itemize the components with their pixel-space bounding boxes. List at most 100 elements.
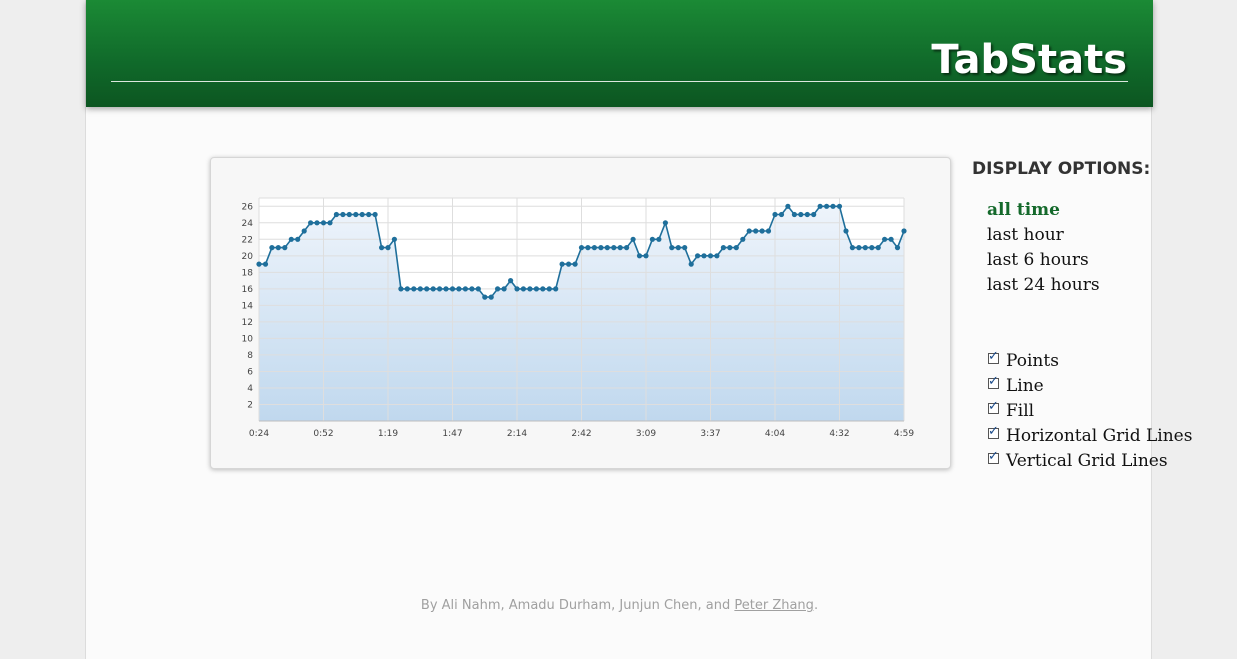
footer-credits: By Ali Nahm, Amadu Durham, Junjun Chen, …: [86, 598, 1153, 613]
data-point: [688, 261, 694, 267]
y-tick-label: 10: [242, 334, 254, 344]
data-point: [598, 245, 604, 251]
data-point: [559, 261, 565, 267]
horizontal-grid-checkbox[interactable]: ✓: [988, 425, 999, 439]
data-point: [346, 211, 352, 218]
data-point: [585, 245, 591, 251]
data-point: [856, 245, 862, 251]
data-point: [849, 245, 856, 251]
data-point: [288, 236, 294, 242]
option-points[interactable]: ✓ Points: [988, 348, 1192, 373]
data-point: [398, 286, 404, 292]
data-point: [417, 286, 423, 292]
data-point: [714, 253, 720, 259]
display-options-title: DISPLAY OPTIONS:: [972, 159, 1151, 179]
points-checkbox[interactable]: ✓: [988, 349, 999, 364]
author-link[interactable]: Peter Zhang: [734, 598, 814, 613]
data-point: [443, 286, 449, 292]
data-point: [366, 211, 372, 218]
data-point: [695, 253, 701, 259]
data-point: [520, 286, 526, 292]
data-point: [604, 245, 610, 251]
option-label: Vertical Grid Lines: [1006, 450, 1168, 471]
display-options-panel: DISPLAY OPTIONS: all time last hour last…: [972, 157, 1222, 471]
data-point: [262, 261, 269, 267]
data-point: [733, 245, 739, 251]
data-point: [785, 203, 791, 209]
range-all-time[interactable]: all time: [987, 200, 1060, 220]
data-point: [301, 228, 307, 234]
option-vertical-grid[interactable]: ✓ Vertical Grid Lines: [988, 448, 1192, 473]
data-point: [707, 253, 714, 259]
data-point: [475, 286, 481, 292]
data-point: [701, 253, 707, 259]
data-point: [630, 236, 636, 242]
data-point: [430, 286, 436, 292]
data-point: [282, 245, 288, 251]
x-tick-label: 1:47: [442, 429, 462, 439]
data-point: [643, 253, 649, 259]
data-point: [746, 228, 752, 234]
data-point: [656, 236, 662, 242]
data-point: [275, 245, 281, 251]
data-point: [836, 203, 843, 209]
data-point: [888, 236, 894, 242]
vertical-grid-checkbox[interactable]: ✓: [988, 449, 999, 464]
data-point: [501, 286, 507, 292]
x-tick-label: 2:14: [507, 429, 527, 439]
data-point: [553, 286, 559, 292]
check-icon: ✓: [988, 449, 999, 464]
data-point: [882, 236, 888, 242]
y-tick-label: 8: [247, 351, 253, 361]
data-point: [759, 228, 765, 234]
option-horizontal-grid[interactable]: ✓ Horizontal Grid Lines: [988, 423, 1192, 448]
data-point: [572, 261, 578, 267]
data-point: [340, 211, 346, 218]
data-point: [533, 286, 539, 292]
line-checkbox[interactable]: ✓: [988, 374, 999, 389]
y-tick-label: 22: [242, 235, 253, 245]
x-tick-label: 0:52: [313, 429, 333, 439]
data-point: [862, 245, 868, 251]
data-point: [424, 286, 430, 292]
check-icon: ✓: [988, 374, 999, 389]
y-tick-label: 6: [247, 367, 253, 377]
data-point: [437, 286, 443, 292]
check-icon: ✓: [988, 399, 999, 414]
data-point: [359, 211, 365, 218]
data-point: [875, 245, 881, 251]
data-point: [830, 203, 836, 209]
option-fill[interactable]: ✓ Fill: [988, 398, 1192, 423]
data-point: [462, 286, 468, 292]
time-range-list: all time last hour last 6 hours last 24 …: [987, 199, 1100, 299]
range-last-24-hours[interactable]: last 24 hours: [987, 275, 1100, 295]
data-point: [372, 211, 378, 218]
option-line[interactable]: ✓ Line: [988, 373, 1192, 398]
fill-checkbox[interactable]: ✓: [988, 399, 999, 414]
data-point: [327, 220, 333, 226]
data-point: [791, 211, 798, 218]
data-point: [578, 245, 585, 251]
y-tick-label: 26: [242, 202, 254, 212]
data-point: [488, 294, 494, 300]
range-last-6-hours[interactable]: last 6 hours: [987, 250, 1089, 270]
x-tick-label: 4:59: [894, 429, 914, 439]
chart-panel: 2 4 6 8 10 12 14 16 18 20 22 24 26 0:24 0:52 1:19 1:47 2:…: [210, 157, 951, 469]
data-point: [527, 286, 533, 292]
data-point: [540, 286, 546, 292]
data-point: [662, 220, 668, 226]
y-tick-label: 16: [242, 285, 254, 295]
x-tick-label: 1:19: [378, 429, 398, 439]
check-icon: ✓: [988, 349, 999, 364]
x-tick-label: 0:24: [249, 429, 269, 439]
y-tick-label: 2: [247, 400, 253, 410]
data-point: [843, 228, 849, 234]
y-tick-label: 4: [247, 384, 253, 394]
data-point: [624, 245, 630, 251]
range-last-hour[interactable]: last hour: [987, 225, 1064, 245]
data-point: [508, 278, 514, 284]
data-point: [740, 236, 746, 242]
data-point: [391, 236, 397, 242]
option-label: Line: [1006, 375, 1044, 396]
x-tick-label: 3:37: [700, 429, 720, 439]
